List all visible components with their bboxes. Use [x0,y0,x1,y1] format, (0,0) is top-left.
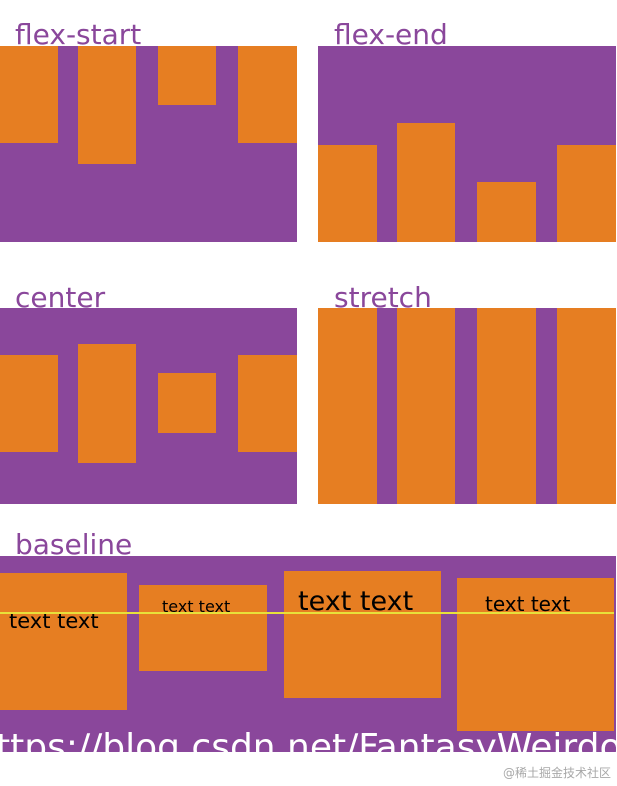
flex-end-item-3 [477,182,536,242]
site-watermark: @稀土掘金技术社区 [502,766,611,780]
baseline-item-2: text text [139,585,267,671]
flex-end-item-4 [557,145,616,242]
stretch-label: stretch [334,281,432,314]
flex-start-item-1 [0,46,58,143]
baseline-guide-line [0,612,614,614]
baseline-item-3: text text [284,571,441,698]
baseline-container: text text text text text text text text [0,556,616,752]
baseline-item-3-text: text text [298,586,414,617]
stretch-item-1 [318,308,377,504]
center-label: center [15,281,106,314]
flex-start-label: flex-start [15,18,142,51]
flex-end-item-2 [397,123,455,242]
flex-start-container [0,46,297,242]
stretch-container [318,308,616,504]
baseline-item-4: text text [457,578,614,731]
flex-start-item-3 [158,46,216,105]
center-item-1 [0,355,58,452]
stretch-item-2 [397,308,455,504]
stretch-item-4 [557,308,616,504]
watermark-url: ttps://blog.csdn.net/FantasyWeirdo [0,727,617,768]
center-item-4 [238,355,297,452]
center-item-3 [158,373,216,433]
flex-start-item-2 [78,46,136,164]
stretch-item-3 [477,308,536,504]
baseline-label: baseline [15,528,133,561]
flex-start-item-4 [238,46,297,143]
flex-end-item-1 [318,145,377,242]
flex-end-label: flex-end [334,18,448,51]
baseline-item-2-text: text text [162,597,231,616]
baseline-item-1: text text [0,573,127,710]
center-container [0,308,297,504]
flex-end-container [318,46,616,242]
center-item-2 [78,344,136,463]
